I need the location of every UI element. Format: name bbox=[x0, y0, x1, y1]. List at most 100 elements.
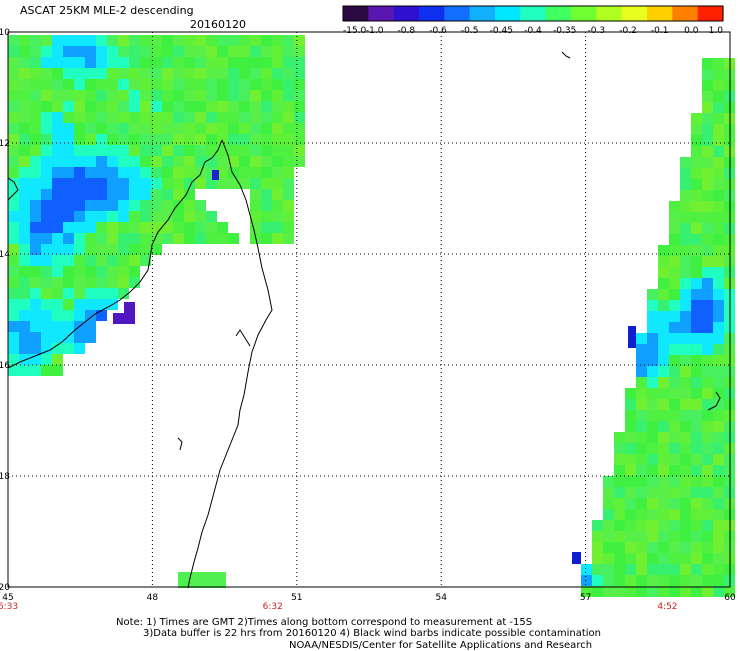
wind-cell bbox=[658, 399, 669, 410]
x-tick-label: 51 bbox=[291, 593, 302, 603]
wind-cell bbox=[713, 575, 724, 586]
wind-cell bbox=[283, 222, 294, 233]
wind-cell bbox=[283, 35, 294, 46]
wind-cell bbox=[30, 101, 41, 112]
wind-cell bbox=[74, 332, 85, 343]
wind-cell bbox=[636, 399, 647, 410]
wind-cell bbox=[614, 520, 625, 531]
wind-cell bbox=[702, 498, 713, 509]
wind-cell bbox=[691, 388, 702, 399]
wind-cell bbox=[625, 410, 636, 421]
wind-cell bbox=[603, 564, 614, 575]
wind-cell bbox=[85, 255, 96, 266]
x-tick-label: 57 bbox=[580, 593, 591, 603]
wind-cell bbox=[151, 68, 162, 79]
wind-cell bbox=[669, 234, 680, 245]
wind-cell bbox=[261, 167, 272, 178]
colorbar-swatch bbox=[596, 6, 623, 21]
wind-cell bbox=[636, 355, 647, 366]
wind-cell bbox=[63, 321, 74, 332]
wind-cell bbox=[96, 156, 107, 167]
wind-cell bbox=[702, 454, 713, 465]
wind-cell bbox=[85, 222, 96, 233]
wind-cell bbox=[658, 553, 669, 564]
wind-cell bbox=[250, 57, 261, 68]
wind-cell bbox=[206, 123, 217, 134]
wind-cell bbox=[669, 245, 680, 256]
wind-cell bbox=[702, 300, 713, 311]
wind-cell bbox=[250, 167, 261, 178]
wind-cell bbox=[702, 80, 713, 91]
wind-cell bbox=[195, 57, 206, 68]
wind-cell bbox=[184, 189, 195, 200]
wind-cell bbox=[217, 68, 228, 79]
wind-cell bbox=[636, 377, 647, 388]
wind-cell bbox=[52, 178, 63, 189]
wind-cell bbox=[636, 520, 647, 531]
wind-cell bbox=[52, 211, 63, 222]
wind-cell bbox=[96, 79, 107, 90]
wind-cell bbox=[74, 178, 85, 189]
wind-cell bbox=[63, 134, 74, 145]
wind-cell bbox=[691, 322, 702, 333]
wind-cell bbox=[118, 123, 129, 134]
wind-cell bbox=[658, 322, 669, 333]
wind-cell bbox=[261, 211, 272, 222]
wind-cell bbox=[8, 46, 19, 57]
wind-cell bbox=[669, 487, 680, 498]
wind-cell bbox=[658, 531, 669, 542]
wind-cell bbox=[603, 553, 614, 564]
wind-cell bbox=[74, 112, 85, 123]
wind-cell bbox=[625, 531, 636, 542]
wind-cell bbox=[30, 178, 41, 189]
wind-cell bbox=[702, 179, 713, 190]
wind-cell bbox=[96, 255, 107, 266]
wind-cell bbox=[151, 79, 162, 90]
wind-cell bbox=[96, 46, 107, 57]
wind-cell bbox=[173, 167, 184, 178]
wind-cell bbox=[669, 564, 680, 575]
wind-cell bbox=[680, 300, 691, 311]
wind-cell bbox=[283, 178, 294, 189]
wind-cell bbox=[85, 156, 96, 167]
wind-cell bbox=[107, 112, 118, 123]
wind-cell bbox=[41, 299, 52, 310]
wind-cell bbox=[74, 277, 85, 288]
wind-cell bbox=[647, 542, 658, 553]
wind-cell bbox=[658, 498, 669, 509]
wind-cell bbox=[8, 288, 19, 299]
colorbar-swatch bbox=[444, 6, 471, 21]
wind-cell bbox=[217, 145, 228, 156]
wind-cell bbox=[151, 46, 162, 57]
wind-cell bbox=[118, 211, 129, 222]
wind-cell bbox=[647, 465, 658, 476]
wind-cell bbox=[85, 288, 96, 299]
wind-cell bbox=[250, 90, 261, 101]
wind-cell bbox=[30, 321, 41, 332]
wind-cell bbox=[702, 553, 713, 564]
wind-cell bbox=[129, 277, 140, 288]
wind-cell bbox=[713, 234, 724, 245]
wind-cell bbox=[74, 200, 85, 211]
wind-cell bbox=[647, 476, 658, 487]
wind-cell bbox=[151, 90, 162, 101]
wind-cell bbox=[217, 46, 228, 57]
wind-cell bbox=[74, 35, 85, 46]
wind-cell bbox=[680, 201, 691, 212]
wind-cell bbox=[107, 211, 118, 222]
wind-cell bbox=[713, 256, 724, 267]
wind-cell bbox=[140, 211, 151, 222]
wind-cell bbox=[107, 123, 118, 134]
wind-cell bbox=[592, 542, 603, 553]
wind-cell bbox=[680, 509, 691, 520]
colorbar-swatch bbox=[545, 6, 572, 21]
wind-cell bbox=[74, 255, 85, 266]
wind-cell bbox=[41, 321, 52, 332]
wind-cell bbox=[41, 57, 52, 68]
wind-cell bbox=[669, 575, 680, 586]
wind-cell bbox=[8, 365, 19, 376]
wind-cell bbox=[140, 46, 151, 57]
wind-cell bbox=[184, 200, 195, 211]
wind-cell bbox=[614, 564, 625, 575]
wind-cell bbox=[702, 487, 713, 498]
